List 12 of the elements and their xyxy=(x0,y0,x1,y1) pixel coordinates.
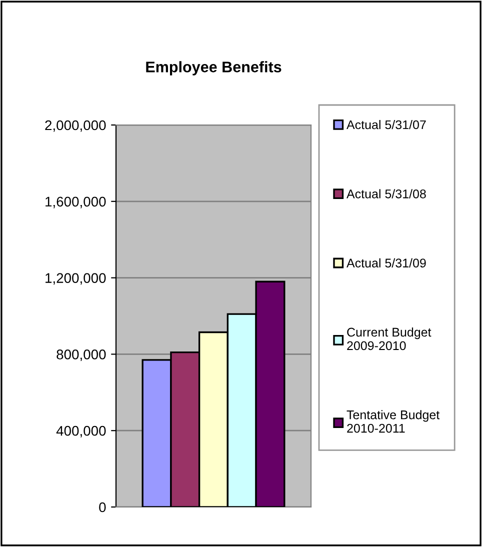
legend-label: Actual 5/31/08 xyxy=(346,189,426,198)
legend-label: Actual 5/31/07 xyxy=(346,120,426,130)
y-tick-label: 800,000 xyxy=(56,350,106,362)
y-tick-label: 400,000 xyxy=(56,426,106,438)
legend-label: Current Budget 2009-2010 xyxy=(347,327,432,350)
y-tick-label: 0 xyxy=(99,502,106,512)
legend-label: Actual 5/31/09 xyxy=(346,258,426,268)
y-tick-label: 2,000,000 xyxy=(45,120,106,132)
legend-label: Tentative Budget 2010-2011 xyxy=(346,410,440,433)
y-tick-label: 1,200,000 xyxy=(46,273,106,285)
y-tick-label: 1,600,000 xyxy=(46,196,106,208)
chart-title: Employee Benefits xyxy=(146,61,282,76)
